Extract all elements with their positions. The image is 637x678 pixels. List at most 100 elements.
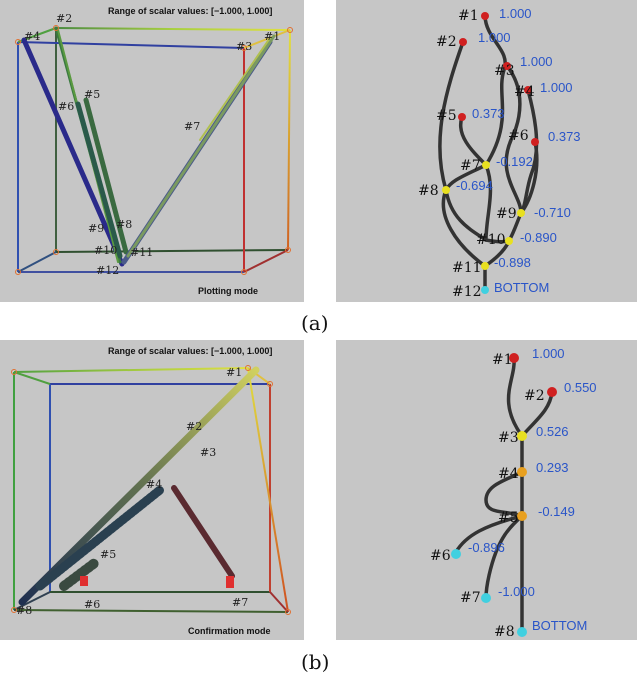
node-value: 0.293 — [536, 460, 569, 475]
point-label: #3 — [236, 40, 252, 53]
node-label: #8 — [418, 183, 439, 199]
point-label: #2 — [56, 12, 72, 25]
point-label: #6 — [58, 100, 74, 113]
tree-node — [547, 387, 557, 397]
tree-node — [531, 138, 539, 146]
tree-node — [517, 467, 527, 477]
node-value: -0.149 — [538, 504, 575, 519]
node-value: -0.710 — [534, 205, 571, 220]
node-label: #6 — [430, 548, 451, 564]
node-label: #2 — [436, 34, 457, 50]
point-label: #11 — [130, 246, 153, 259]
node-label: #11 — [452, 260, 482, 276]
node-value: BOTTOM — [532, 618, 587, 633]
point-label: #9 — [88, 222, 104, 235]
node-value: -0.890 — [520, 230, 557, 245]
node-value: 1.000 — [540, 80, 573, 95]
node-label: #8 — [494, 624, 515, 640]
panel-a-tree-svg: #1 1.000 #2 1.000 #3 1.000 #4 1.000 #5 0… — [418, 6, 581, 300]
node-value: 1.000 — [499, 6, 532, 21]
tree-node — [517, 431, 527, 441]
node-value: 0.526 — [536, 424, 569, 439]
point-label: #7 — [232, 596, 248, 609]
node-label: #5 — [436, 108, 457, 124]
tree-node — [524, 86, 532, 94]
node-label: #9 — [496, 206, 517, 222]
tree-node — [503, 62, 511, 70]
tree-edges — [438, 14, 539, 292]
tree-node — [517, 627, 527, 637]
node-value: BOTTOM — [494, 280, 549, 295]
node-label: #3 — [494, 63, 515, 79]
node-value: -0.694 — [456, 178, 493, 193]
node-value: 1.000 — [520, 54, 553, 69]
point-label: #1 — [264, 30, 280, 43]
point-label: #4 — [146, 478, 162, 491]
node-label: #1 — [492, 352, 513, 368]
panel-b-3d-plot: Range of scalar values: [−1.000, 1.000] … — [0, 340, 304, 640]
panel-a-tree: #1 1.000 #2 1.000 #3 1.000 #4 1.000 #5 0… — [336, 0, 637, 302]
bounding-box — [17, 27, 291, 273]
panel-a-3d-svg: Range of scalar values: [−1.000, 1.000] … — [15, 6, 293, 296]
node-label: #7 — [460, 158, 481, 174]
bounding-box — [13, 367, 289, 613]
mode-text: Confirmation mode — [188, 626, 271, 636]
node-label: #4 — [514, 84, 535, 100]
tree-node — [517, 511, 527, 521]
point-label: #2 — [186, 420, 202, 433]
trajectories — [18, 366, 260, 606]
point-label: #3 — [200, 446, 216, 459]
tree-labels: #1 1.000 #2 1.000 #3 1.000 #4 1.000 #5 0… — [418, 6, 581, 300]
node-value: 0.550 — [564, 380, 597, 395]
point-label: #7 — [184, 120, 200, 133]
node-value: -0.192 — [496, 154, 533, 169]
node-value: 1.000 — [478, 30, 511, 45]
range-text: Range of scalar values: [−1.000, 1.000] — [108, 346, 272, 356]
node-label: #6 — [508, 128, 529, 144]
tree-node — [481, 593, 491, 603]
tree-node — [459, 38, 467, 46]
tree-node — [458, 113, 466, 121]
node-value: -0.898 — [494, 255, 531, 270]
panel-b-tree: #1 1.000 #2 0.550 #3 0.526 #4 0.293 #5 -… — [336, 340, 637, 640]
node-label: #1 — [458, 8, 479, 24]
tree-node — [509, 353, 519, 363]
node-value: -0.896 — [468, 540, 505, 555]
tree-nodes — [442, 12, 539, 294]
tree-labels: #1 1.000 #2 0.550 #3 0.526 #4 0.293 #5 -… — [430, 346, 597, 640]
panel-b-3d-svg: Range of scalar values: [−1.000, 1.000] … — [11, 346, 291, 636]
node-value: 1.000 — [532, 346, 565, 361]
highlight-markers — [80, 576, 234, 588]
trajectories — [21, 26, 276, 267]
tree-node — [481, 12, 489, 20]
node-label: #10 — [476, 232, 506, 248]
tree-node — [442, 186, 450, 194]
node-label: #3 — [498, 430, 519, 446]
point-label: #1 — [226, 366, 242, 379]
node-label: #4 — [498, 466, 519, 482]
corner-markers — [11, 365, 291, 615]
node-value: -1.000 — [498, 584, 535, 599]
point-label: #6 — [84, 598, 100, 611]
mode-text: Plotting mode — [198, 286, 258, 296]
point-label: #4 — [24, 30, 40, 43]
point-labels: #1 #2 #3 #4 #5 #6 #7 #8 #9 #10 #11 #12 — [24, 12, 280, 277]
range-text: Range of scalar values: [−1.000, 1.000] — [108, 6, 272, 16]
node-value: 0.373 — [472, 106, 505, 121]
node-label: #5 — [498, 510, 519, 526]
point-label: #5 — [84, 88, 100, 101]
node-label: #2 — [524, 388, 545, 404]
node-label: #7 — [460, 590, 481, 606]
tree-node — [481, 286, 489, 294]
tree-node — [481, 262, 489, 270]
point-label: #5 — [100, 548, 116, 561]
point-label: #8 — [116, 218, 132, 231]
tree-node — [505, 237, 513, 245]
panel-a-3d-plot: Range of scalar values: [−1.000, 1.000] … — [0, 0, 304, 302]
point-labels: #1 #2 #3 #4 #5 #6 #7 #8 — [16, 366, 248, 617]
caption-a: (a) — [301, 311, 329, 335]
node-value: 0.373 — [548, 129, 581, 144]
tree-node — [517, 209, 525, 217]
point-label: #8 — [16, 604, 32, 617]
point-label: #10 — [94, 244, 117, 257]
